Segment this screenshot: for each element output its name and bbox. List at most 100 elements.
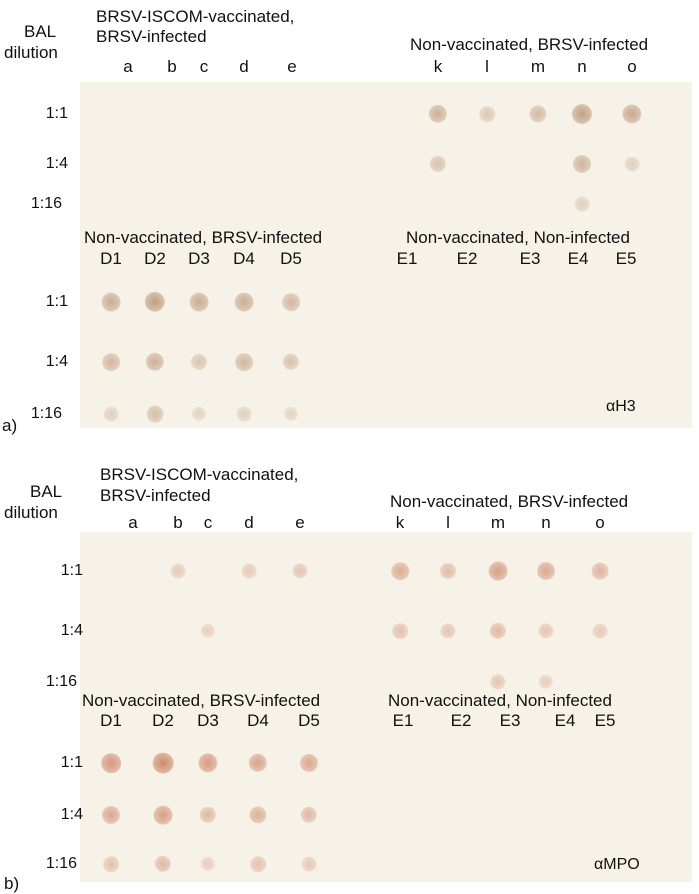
blot-spot [241, 563, 257, 579]
dilution-label: dilution [4, 503, 58, 522]
column-label: E1 [392, 711, 414, 730]
blot-spot [249, 806, 267, 824]
group-title-vaccinated-infected: BRSV-infected [100, 486, 211, 505]
panel-letter: a) [2, 416, 18, 435]
column-label: d [239, 57, 249, 76]
column-label: k [395, 513, 405, 532]
blot-spot [622, 104, 642, 124]
blot-spot [428, 104, 448, 124]
dilution-row-label: 1:1 [45, 293, 68, 310]
blot-spot [440, 563, 456, 579]
blot-spot [592, 623, 608, 639]
blot-spot [152, 752, 174, 774]
blot-spot [250, 856, 266, 872]
dilution-row-label: 1:16 [45, 673, 77, 690]
column-label: o [627, 57, 637, 76]
blot-spot [392, 623, 408, 639]
blot-spot [236, 406, 252, 422]
column-label: D5 [280, 249, 302, 268]
dilution-label: dilution [4, 43, 58, 62]
panel-b: BAL dilution BRSV-ISCOM-vaccinated, BRSV… [0, 450, 699, 894]
column-label: D3 [197, 711, 219, 730]
bal-label: BAL [24, 22, 57, 41]
column-label: k [433, 57, 443, 76]
column-label: n [541, 513, 551, 532]
column-label: e [287, 57, 297, 76]
dilution-row-label: 1:1 [45, 105, 68, 122]
panel-a: BAL dilution BRSV-ISCOM-vaccinated, BRSV… [0, 0, 699, 440]
blot-spot [189, 292, 209, 312]
group-title-nonvacc-infected: Non-vaccinated, BRSV-infected [390, 492, 629, 511]
column-label: E5 [594, 711, 616, 730]
column-label: l [446, 513, 450, 532]
blot-spot [537, 562, 555, 580]
column-label: a [128, 513, 138, 532]
group-title-e: Non-vaccinated, Non-infected [388, 691, 612, 710]
dilution-row-label: 1:1 [60, 754, 83, 771]
blot-spot [391, 562, 409, 580]
blot-spot [200, 623, 216, 639]
blot-spot [198, 753, 218, 773]
blot-spot [199, 806, 217, 824]
blot-spot [490, 674, 506, 690]
dilution-row-label: 1:4 [45, 155, 68, 172]
blot-spot [292, 563, 308, 579]
blot-spot [591, 562, 609, 580]
blot-spot [429, 155, 447, 173]
bal-label: BAL [30, 482, 63, 501]
blot-spot [146, 405, 164, 423]
column-label: E4 [554, 711, 576, 730]
blot-spot [489, 622, 507, 640]
blot-spot [200, 856, 216, 872]
column-label: E5 [615, 249, 637, 268]
column-label: m [490, 513, 506, 532]
dot-blot-membrane [80, 532, 692, 882]
column-label: l [485, 57, 489, 76]
blot-spot [283, 406, 299, 422]
antibody-label: αH3 [606, 398, 636, 415]
column-label: a [123, 57, 133, 76]
blot-spot [282, 353, 300, 371]
column-label: b [173, 513, 183, 532]
blot-spot [191, 406, 207, 422]
blot-spot [102, 806, 120, 824]
column-label: e [295, 513, 305, 532]
column-label: D4 [247, 711, 269, 730]
dilution-row-label: 1:4 [45, 353, 68, 370]
group-title-e: Non-vaccinated, Non-infected [406, 228, 630, 247]
column-label: E3 [519, 249, 541, 268]
dilution-row-label: 1:16 [45, 855, 77, 872]
group-title-nonvacc-infected: Non-vaccinated, BRSV-infected [410, 35, 649, 54]
group-title-vaccinated: BRSV-ISCOM-vaccinated, [96, 7, 295, 26]
blot-spot [145, 352, 165, 372]
antibody-label: αMPO [594, 856, 640, 873]
blot-spot [101, 753, 121, 773]
blot-spot [440, 623, 456, 639]
column-label: E3 [499, 711, 521, 730]
column-label: D2 [144, 249, 166, 268]
blot-spot [248, 753, 268, 773]
column-label: d [244, 513, 254, 532]
group-title-d: Non-vaccinated, BRSV-infected [82, 691, 321, 710]
column-label: c [199, 57, 209, 76]
column-label: D5 [298, 711, 320, 730]
column-label: D1 [100, 249, 122, 268]
panel-letter: b) [4, 874, 20, 893]
dilution-row-label: 1:16 [30, 405, 62, 422]
blot-spot [101, 292, 121, 312]
blot-spot [103, 406, 119, 422]
dilution-row-label: 1:4 [60, 622, 83, 639]
blot-spot [154, 855, 172, 873]
column-label: o [595, 513, 605, 532]
column-label: n [577, 57, 587, 76]
blot-spot [488, 561, 508, 581]
blot-spot [153, 805, 173, 825]
blot-spot [191, 354, 207, 370]
column-label: E1 [396, 249, 418, 268]
column-label: c [203, 513, 213, 532]
blot-spot [529, 105, 547, 123]
column-label: E2 [456, 249, 478, 268]
blot-spot [300, 806, 318, 824]
blot-spot [572, 104, 592, 124]
blot-spot [301, 856, 317, 872]
